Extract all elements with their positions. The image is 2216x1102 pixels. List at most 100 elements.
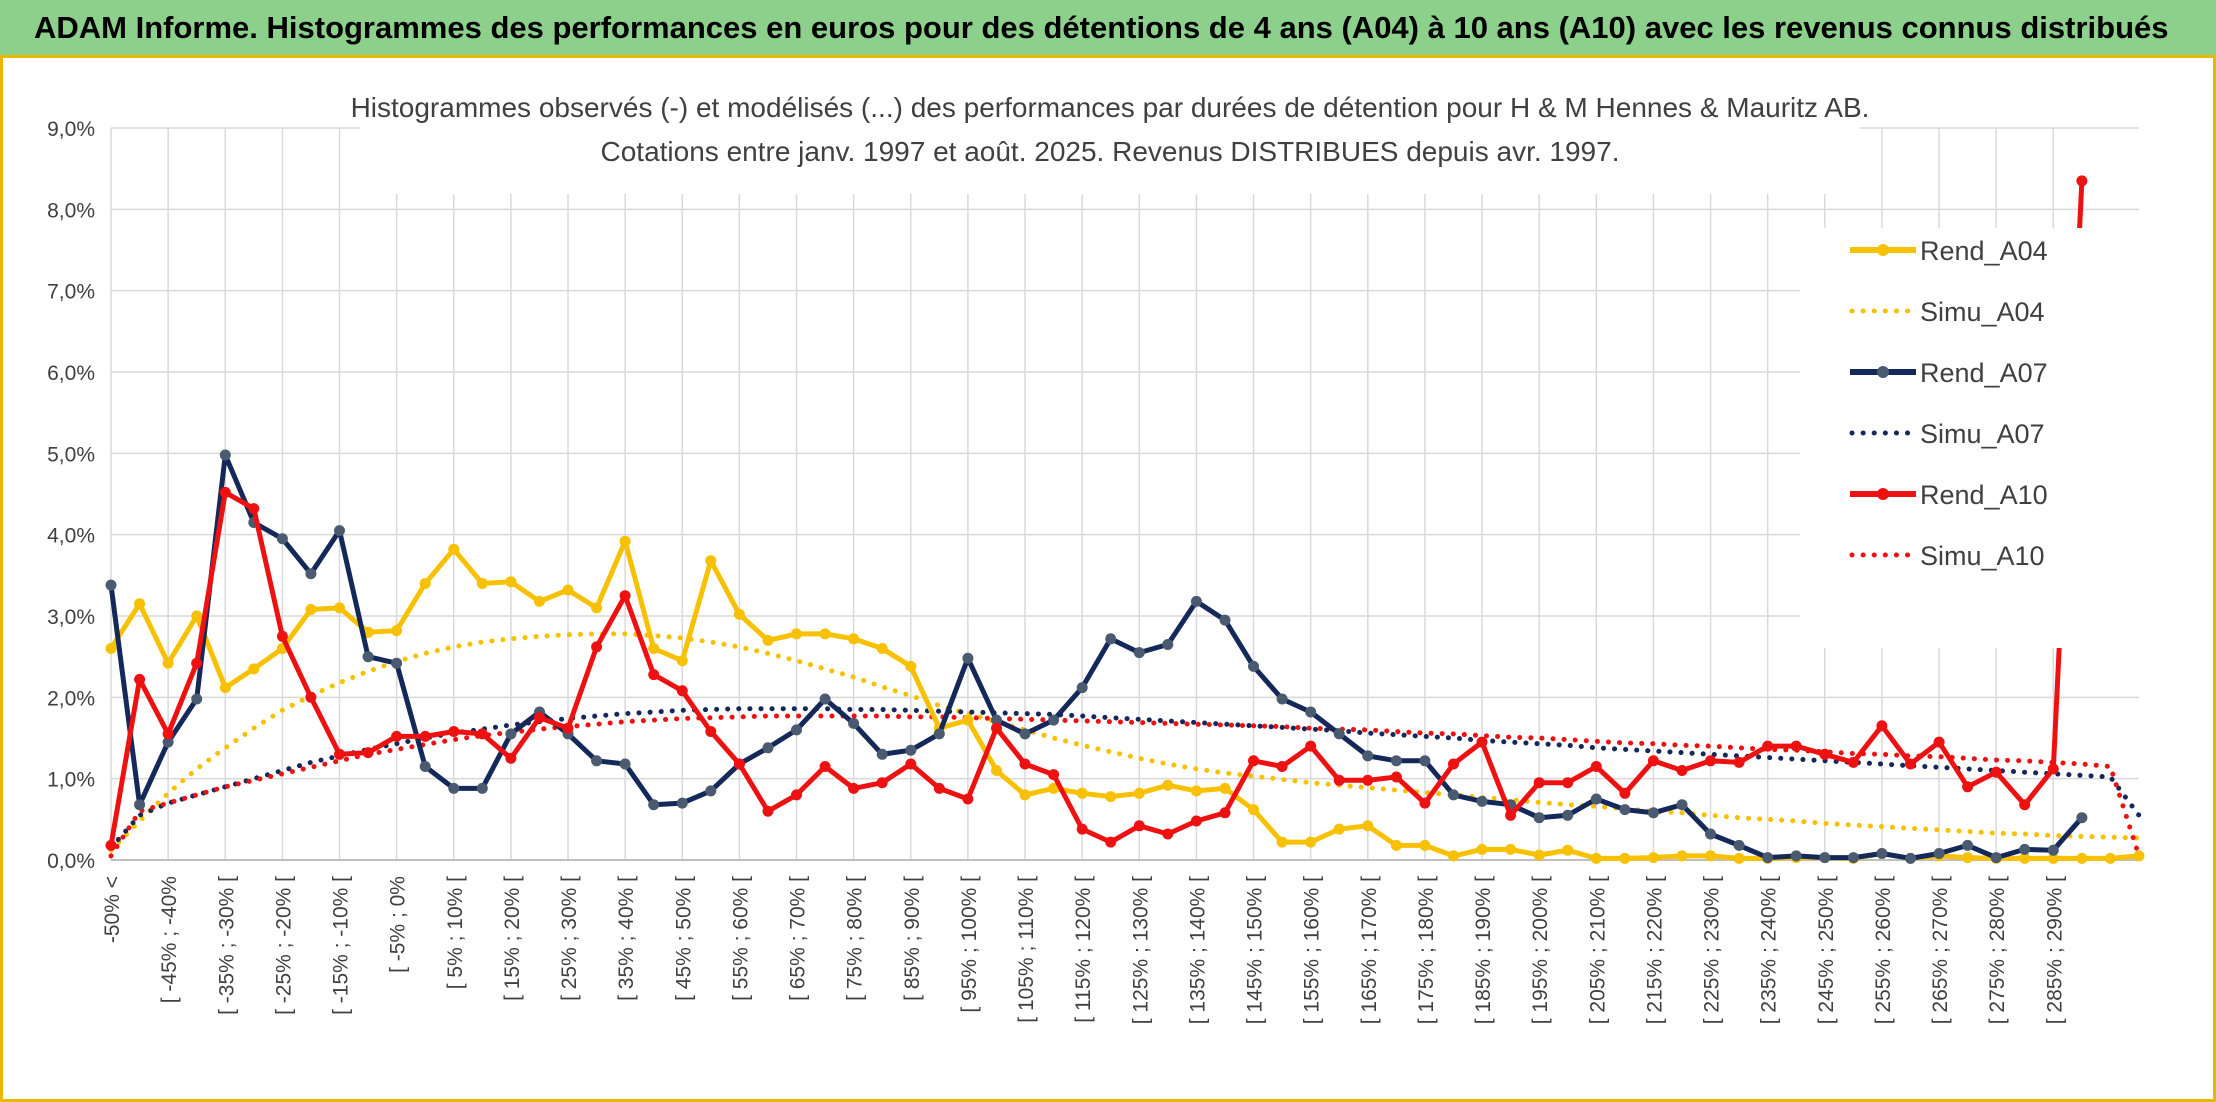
y-tick-label: 4,0% — [47, 525, 95, 548]
data-point-rend-a04 — [419, 578, 431, 589]
x-tick-label: [ 165% ; 170% [ — [1358, 876, 1381, 1024]
x-tick-label: [ -5% ; 0% — [387, 876, 410, 973]
data-point-rend-a07 — [1762, 852, 1774, 864]
data-point-rend-a07 — [191, 693, 203, 705]
x-tick-label: [ 185% ; 190% [ — [1472, 876, 1495, 1024]
x-tick-label: [ 255% ; 260% [ — [1872, 876, 1895, 1024]
data-point-rend-a04 — [2019, 852, 2031, 864]
legend-background — [1800, 228, 2170, 648]
x-tick-label: [ -35% ; -30% [ — [215, 876, 238, 1015]
data-point-rend-a10 — [1105, 836, 1117, 848]
data-point-rend-a10 — [933, 782, 945, 794]
data-point-rend-a04 — [191, 610, 203, 622]
x-tick-label: [ 225% ; 230% [ — [1701, 876, 1724, 1024]
y-tick-label: 1,0% — [47, 769, 95, 792]
data-point-rend-a04 — [1133, 787, 1145, 799]
data-point-rend-a10 — [1248, 755, 1259, 767]
x-tick-label: [ -25% ; -20% [ — [272, 876, 295, 1015]
chart-title-line2: Cotations entre janv. 1997 et août. 2025… — [601, 136, 1620, 167]
data-point-rend-a07 — [962, 652, 974, 664]
data-point-rend-a10 — [391, 730, 403, 742]
legend-label-simu-a04: Simu_A04 — [1920, 297, 2045, 327]
data-point-rend-a10 — [1905, 758, 1916, 770]
y-tick-label: 6,0% — [47, 362, 95, 385]
data-point-rend-a07 — [1847, 852, 1859, 864]
data-point-rend-a07 — [1362, 750, 1374, 762]
data-point-rend-a04 — [448, 543, 460, 555]
x-tick-label: [ 285% ; 290% [ — [2043, 876, 2066, 1024]
data-point-rend-a04 — [1676, 850, 1688, 862]
data-point-rend-a10 — [1076, 823, 1088, 835]
data-point-rend-a04 — [1076, 787, 1088, 799]
data-point-rend-a10 — [2019, 799, 2031, 811]
data-point-rend-a10 — [1476, 736, 1488, 748]
data-point-rend-a04 — [105, 643, 117, 654]
data-point-rend-a04 — [705, 555, 717, 567]
data-point-rend-a04 — [134, 598, 146, 610]
data-point-rend-a07 — [362, 651, 374, 663]
data-point-rend-a10 — [1390, 771, 1402, 783]
data-point-rend-a10 — [2047, 763, 2059, 775]
data-point-rend-a10 — [1448, 758, 1459, 770]
legend-marker-rend-a10 — [1877, 488, 1889, 500]
data-point-rend-a10 — [219, 486, 231, 498]
y-tick-label: 5,0% — [47, 443, 95, 466]
x-tick-label: [ 195% ; 200% [ — [1529, 876, 1552, 1024]
x-tick-label: [ 135% ; 140% [ — [1186, 876, 1209, 1024]
data-point-rend-a10 — [334, 748, 345, 760]
series-line-rend-a07 — [108, 452, 2084, 861]
data-point-rend-a04 — [1533, 849, 1545, 861]
data-point-rend-a04 — [248, 663, 260, 675]
x-axis-ticks: -50% < [ -45% ; -40% [ -35% ; -30% [[ -25%… — [101, 876, 2066, 1024]
data-point-rend-a07 — [876, 748, 888, 760]
x-tick-label: [ 45% ; 50% [ — [672, 876, 695, 1001]
data-point-rend-a07 — [1733, 839, 1745, 851]
data-point-rend-a10 — [1990, 766, 2002, 778]
x-tick-label: [ -15% ; -10% [ — [330, 876, 353, 1015]
y-tick-label: 2,0% — [47, 687, 95, 710]
data-point-rend-a10 — [1847, 756, 1859, 768]
x-tick-label: [ 15% ; 20% [ — [501, 876, 524, 1001]
data-point-rend-a07 — [791, 724, 802, 736]
data-point-rend-a10 — [1276, 761, 1288, 772]
data-point-rend-a04 — [505, 576, 517, 588]
data-point-rend-a04 — [1733, 852, 1745, 864]
data-point-rend-a04 — [648, 643, 660, 654]
data-point-rend-a10 — [134, 673, 146, 685]
data-point-rend-a07 — [391, 657, 403, 669]
data-point-rend-a10 — [1876, 720, 1888, 732]
series-layer — [105, 175, 2145, 864]
data-point-rend-a07 — [476, 782, 488, 794]
data-point-rend-a10 — [1590, 761, 1602, 772]
data-point-rend-a04 — [791, 628, 802, 640]
data-point-rend-a07 — [334, 525, 345, 537]
data-point-rend-a10 — [1419, 797, 1431, 809]
data-point-rend-a10 — [1362, 774, 1374, 786]
data-point-rend-a10 — [1676, 765, 1688, 776]
data-point-rend-a04 — [619, 535, 631, 547]
data-point-rend-a07 — [305, 568, 317, 580]
data-point-rend-a10 — [1962, 781, 1974, 793]
data-point-rend-a07 — [1819, 852, 1831, 864]
x-tick-label: [ 145% ; 150% [ — [1244, 876, 1267, 1024]
data-point-rend-a04 — [1276, 836, 1288, 848]
data-point-rend-a04 — [1162, 779, 1174, 791]
data-point-rend-a07 — [448, 782, 460, 794]
y-tick-label: 3,0% — [47, 606, 95, 629]
data-point-rend-a07 — [1476, 795, 1488, 807]
header-bar: ADAM Informe. Histogrammes des performan… — [0, 0, 2216, 58]
data-point-rend-a10 — [1933, 736, 1945, 748]
data-point-rend-a07 — [591, 755, 603, 767]
data-point-rend-a10 — [591, 641, 603, 653]
data-point-rend-a07 — [1048, 714, 1060, 726]
data-point-rend-a10 — [476, 728, 488, 740]
legend-label-simu-a07: Simu_A07 — [1920, 419, 2045, 449]
data-point-rend-a04 — [534, 595, 545, 607]
data-point-rend-a07 — [1619, 804, 1631, 816]
data-point-rend-a10 — [1619, 787, 1631, 799]
x-tick-label: -50% < — [101, 876, 124, 943]
data-point-rend-a07 — [648, 799, 660, 811]
data-point-rend-a10 — [248, 503, 260, 515]
data-point-rend-a04 — [1705, 850, 1716, 862]
data-point-rend-a07 — [1562, 809, 1574, 821]
